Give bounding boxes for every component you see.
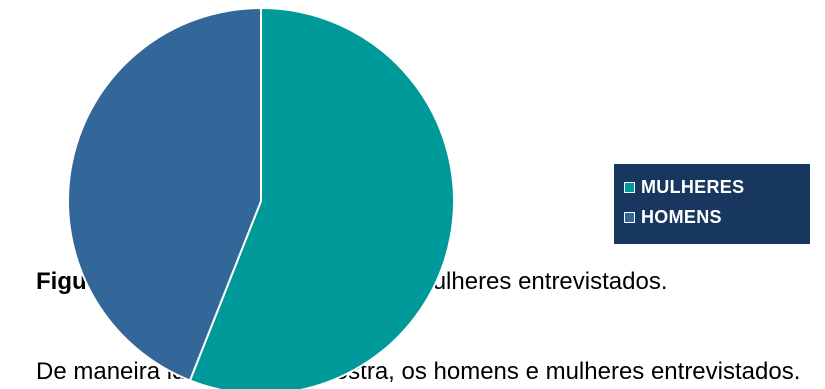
- legend-label-mulheres: MULHERES: [641, 176, 745, 197]
- legend-label-homens: HOMENS: [641, 206, 722, 227]
- chart-legend: MULHERES HOMENS: [614, 164, 810, 244]
- legend-item-mulheres: MULHERES: [624, 172, 810, 202]
- legend-swatch-homens: [624, 211, 635, 223]
- pie-slice-homens: [67, 6, 262, 382]
- legend-swatch-mulheres: [624, 181, 635, 193]
- legend-item-homens: HOMENS: [624, 202, 810, 232]
- pie-slice-mulheres: [188, 6, 455, 389]
